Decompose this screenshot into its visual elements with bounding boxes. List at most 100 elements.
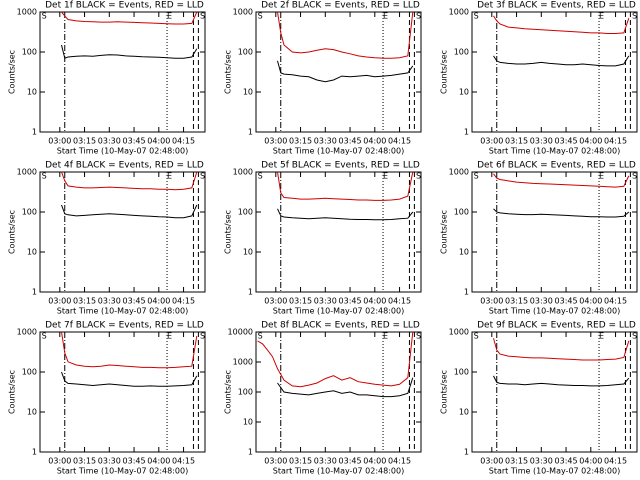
- x-tick-label: 04:15: [604, 457, 627, 466]
- series-line: [277, 377, 414, 398]
- y-tick-label: 1000: [449, 328, 469, 337]
- y-tick-label: 1000: [233, 168, 253, 177]
- y-tick-label: 1: [248, 288, 253, 297]
- x-axis-label: Start Time (10-May-07 02:48:00): [489, 147, 620, 156]
- x-tick-label: 03:15: [289, 457, 312, 466]
- series-line: [493, 55, 630, 67]
- x-tick-label: 03:00: [48, 457, 71, 466]
- chart-title: Det 5f BLACK = Events, RED = LLD: [261, 161, 420, 171]
- annotation: S: [42, 12, 47, 21]
- chart-title: Det 7f BLACK = Events, RED = LLD: [45, 321, 204, 331]
- x-tick-label: 03:30: [530, 137, 553, 146]
- x-tick-label: 04:15: [388, 297, 411, 306]
- y-axis-label: Counts/sec: [8, 50, 17, 94]
- x-tick-label: 04:00: [147, 297, 170, 306]
- y-tick-label: 1000: [233, 8, 253, 17]
- panel: Det 2f BLACK = Events, RED = LLD Start Ti…: [224, 1, 422, 156]
- chart-title: Det 8f BLACK = Events, RED = LLD: [261, 321, 420, 331]
- y-tick-label: 1000: [17, 168, 37, 177]
- x-tick-label: 04:00: [363, 457, 386, 466]
- y-tick-label: 10: [459, 248, 469, 257]
- annotation: E: [599, 12, 604, 21]
- x-tick-label: 03:00: [48, 297, 71, 306]
- series-line: [493, 375, 630, 387]
- chart-title: Det 2f BLACK = Events, RED = LLD: [261, 1, 420, 11]
- y-tick-label: 100: [22, 208, 37, 217]
- panel: Det 7f BLACK = Events, RED = LLD Start Ti…: [8, 321, 206, 476]
- y-tick-label: 100: [454, 208, 469, 217]
- x-tick-label: 03:00: [48, 137, 71, 146]
- y-tick-label: 10: [27, 248, 37, 257]
- annotation: S: [416, 172, 421, 181]
- x-tick-label: 04:15: [604, 297, 627, 306]
- x-tick-label: 03:45: [339, 137, 362, 146]
- x-tick-label: 03:15: [73, 137, 96, 146]
- x-tick-label: 03:00: [480, 137, 503, 146]
- y-axis-label: Counts/sec: [8, 210, 17, 254]
- y-tick-label: 100: [22, 48, 37, 57]
- x-tick-label: 04:00: [579, 457, 602, 466]
- x-tick-label: 04:00: [363, 297, 386, 306]
- chart-title: Det 6f BLACK = Events, RED = LLD: [477, 161, 636, 171]
- annotation: S: [42, 332, 47, 341]
- x-tick-label: 03:15: [505, 137, 528, 146]
- x-tick-label: 04:15: [388, 137, 411, 146]
- plot-frame: [39, 331, 206, 453]
- y-axis-label: Counts/sec: [440, 50, 449, 94]
- annotation: S: [200, 172, 205, 181]
- y-tick-label: 1000: [233, 358, 253, 367]
- plot-frame: [255, 171, 422, 293]
- y-axis-label: Counts/sec: [440, 370, 449, 414]
- series-line: [493, 208, 630, 218]
- x-tick-label: 03:15: [73, 457, 96, 466]
- x-tick-label: 04:15: [172, 297, 195, 306]
- y-tick-label: 100: [238, 388, 253, 397]
- panel: Det 1f BLACK = Events, RED = LLD Start Ti…: [8, 1, 206, 156]
- annotation: S: [632, 172, 637, 181]
- x-tick-label: 03:30: [98, 297, 121, 306]
- y-tick-label: 1000: [17, 328, 37, 337]
- x-tick-label: 03:15: [505, 457, 528, 466]
- series-line: [61, 204, 198, 219]
- y-tick-label: 1: [464, 448, 469, 457]
- x-tick-label: 03:45: [555, 297, 578, 306]
- y-tick-label: 100: [454, 368, 469, 377]
- annotation: S: [258, 12, 263, 21]
- series-line: [61, 171, 198, 191]
- annotation: E: [167, 12, 172, 21]
- x-tick-label: 03:45: [555, 137, 578, 146]
- annotation: E: [599, 172, 604, 181]
- chart-title: Det 3f BLACK = Events, RED = LLD: [477, 1, 636, 11]
- x-tick-label: 03:30: [98, 457, 121, 466]
- x-tick-label: 04:15: [388, 457, 411, 466]
- y-tick-label: 10: [459, 88, 469, 97]
- annotation: S: [200, 12, 205, 21]
- annotation: S: [200, 332, 205, 341]
- y-tick-label: 10: [243, 248, 253, 257]
- x-tick-label: 03:45: [555, 457, 578, 466]
- y-tick-label: 1: [464, 288, 469, 297]
- annotation: S: [632, 12, 637, 21]
- annotation: E: [383, 172, 388, 181]
- x-tick-label: 03:30: [98, 137, 121, 146]
- x-axis-label: Start Time (10-May-07 02:48:00): [489, 467, 620, 476]
- annotation: S: [632, 332, 637, 341]
- y-tick-label: 10: [27, 88, 37, 97]
- series-line: [277, 11, 414, 59]
- y-axis-label: Counts/sec: [224, 50, 233, 94]
- y-tick-label: 10: [243, 88, 253, 97]
- y-tick-label: 10: [243, 418, 253, 427]
- y-tick-label: 1: [32, 448, 37, 457]
- chart-title: Det 9f BLACK = Events, RED = LLD: [477, 321, 636, 331]
- x-tick-label: 03:15: [505, 297, 528, 306]
- x-tick-label: 03:30: [530, 457, 553, 466]
- x-tick-label: 04:00: [579, 137, 602, 146]
- y-tick-label: 1000: [449, 8, 469, 17]
- annotation: E: [167, 332, 172, 341]
- series-line: [493, 15, 630, 34]
- x-tick-label: 04:15: [172, 457, 195, 466]
- series-line: [257, 331, 414, 388]
- y-tick-label: 10: [459, 408, 469, 417]
- y-axis-label: Counts/sec: [8, 370, 17, 414]
